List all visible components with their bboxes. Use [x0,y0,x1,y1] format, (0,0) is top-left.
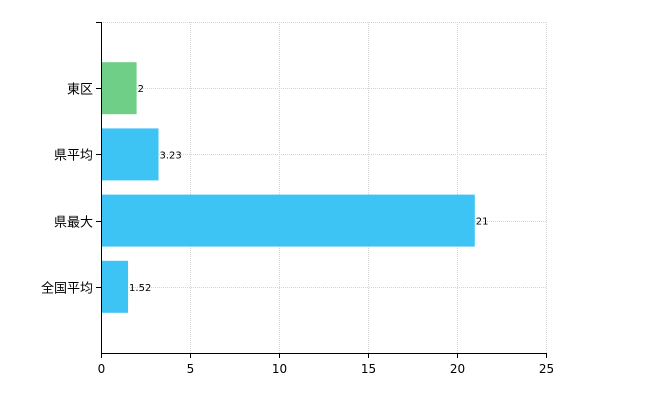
bar [102,194,475,247]
bar [102,62,137,115]
y-tick-label: 東区 [67,82,93,98]
data-label: 3.23 [159,150,181,161]
x-tick-label: 25 [539,362,554,376]
x-tick-label: 20 [450,362,465,376]
grid-layer [101,22,547,353]
bar [102,128,159,181]
y-tick-label: 全国平均 [41,281,93,297]
y-tick-label: 県平均 [54,149,93,164]
y-tick-label: 県最大 [54,216,93,231]
bar [102,260,129,313]
data-label: 2 [138,84,144,95]
x-tick-label: 5 [187,362,195,376]
x-tick-label: 15 [361,362,376,376]
x-tick-label: 0 [98,362,106,376]
x-tick-label: 10 [272,362,287,376]
data-label: 21 [476,217,489,228]
axis-layer [96,22,547,358]
data-label: 1.52 [129,283,151,294]
bar-layer [102,62,475,313]
